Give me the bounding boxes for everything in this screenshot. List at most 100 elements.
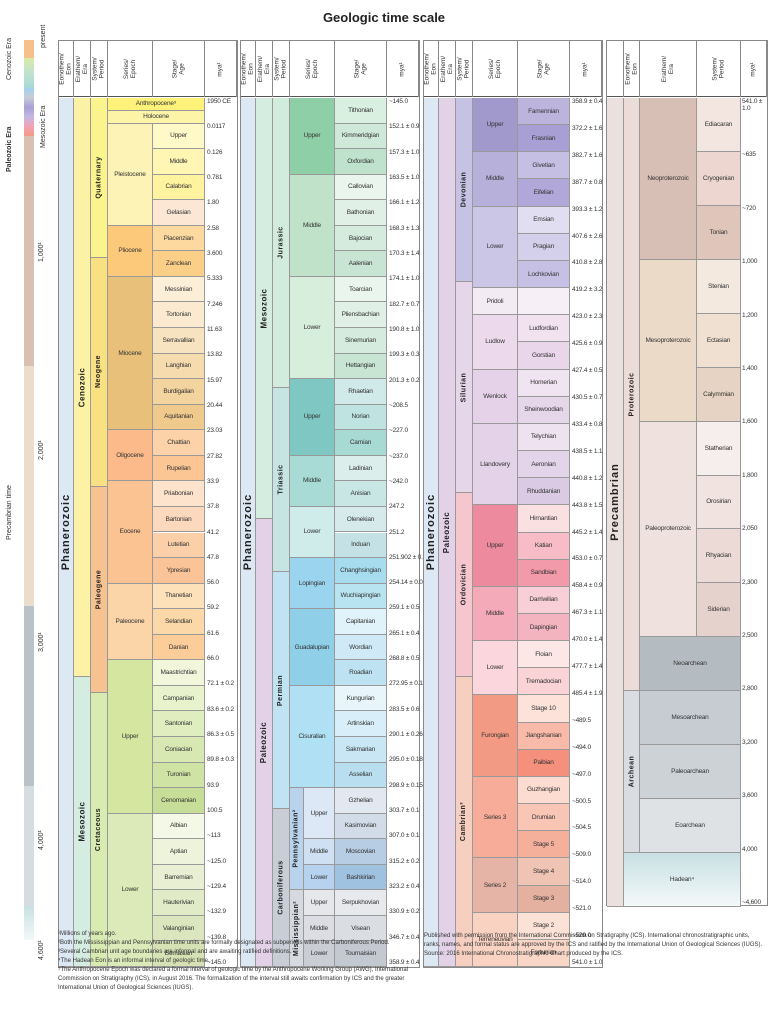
period-cell-label: Orosirian — [706, 498, 731, 506]
epoch-cell: Lopingian — [290, 558, 335, 610]
stage-cell-label: Roadian — [349, 669, 372, 677]
stage-cell-label: Moscovian — [345, 847, 376, 855]
column-header: System/ Period — [456, 41, 473, 97]
period-cell-devonian-label: Devonian — [460, 171, 468, 208]
stage-cell-label: Capitanian — [345, 617, 376, 625]
mya-value: 425.6 ± 0.9 — [572, 340, 603, 348]
mya-value: 13.82 — [207, 351, 223, 359]
stage-cell-label: Messinian — [164, 285, 193, 293]
stage-cell: Kasimovian — [335, 813, 387, 840]
epoch-cell: Lower — [108, 813, 153, 967]
stage-cell-label: Kungurian — [346, 694, 375, 702]
stage-cell: Langhian — [153, 353, 205, 380]
era-cell-mesozoic-label: Mesozoic — [77, 801, 87, 842]
mya-value: 427.4 ± 0.5 — [572, 367, 603, 375]
mya-value: 330.9 ± 0.2 — [389, 908, 420, 916]
column-header: Stage/ Age — [335, 41, 387, 97]
stage-cell: Stage 5 — [518, 831, 570, 859]
era-cell: Eoarchean — [640, 799, 741, 854]
column-header-label: Series/ Epoch — [487, 58, 502, 80]
stage-cell: Kungurian — [335, 685, 387, 712]
mya-value: 419.2 ± 3.2 — [572, 286, 603, 294]
mya-value: ~497.0 — [572, 770, 591, 778]
mya-value: 303.7 ± 0.1 — [389, 807, 420, 815]
epoch-cell-label: Pridoli — [486, 297, 504, 305]
mya-value: 443.8 ± 1.5 — [572, 501, 603, 509]
stage-cell-label: Sinemurian — [345, 336, 376, 344]
epoch-cell-label: Llandovery — [480, 460, 510, 468]
period-cell-devonian: Devonian — [456, 98, 473, 283]
mya-value: 174.1 ± 1.0 — [389, 275, 420, 283]
timeline-label-cenozoic: Cenozoic Era — [6, 37, 13, 80]
epoch-cell: Wenlock — [473, 369, 518, 424]
stage-cell: Cenomanian — [153, 788, 205, 814]
stage-cell: Bashkirian — [335, 864, 387, 891]
subepoch-cell-label: Upper — [310, 899, 328, 907]
era-cell-mesozoic: Mesozoic — [74, 677, 91, 967]
mya-value: ~504.5 — [572, 824, 591, 832]
stage-cell: Berriasian — [153, 941, 205, 967]
mya-value: 170.3 ± 1.4 — [389, 249, 420, 257]
era-cell-mesozoic-label: Mesozoic — [259, 288, 269, 329]
subepoch-cell: Upper — [304, 890, 335, 916]
stage-cell-label: Serpukhovian — [341, 899, 380, 907]
mya-value: 7.246 — [207, 300, 223, 308]
stage-cell: Maastrichtian — [153, 660, 205, 686]
period-cell-label: Tonian — [709, 228, 728, 236]
stage-cell: Rupelian — [153, 455, 205, 482]
stage-cell: Sinemurian — [335, 328, 387, 354]
stage-cell: Ladinian — [335, 455, 387, 482]
stage-cell: Telychian — [518, 423, 570, 452]
stage-cell-label: Sakmarian — [345, 745, 376, 753]
column-header-label: System/ Period — [711, 57, 726, 81]
mya-value: 83.6 ± 0.2 — [207, 705, 234, 713]
eon-cell: Phanerozoic — [241, 98, 256, 967]
footnote-1: ¹Millions of years ago. — [58, 931, 117, 937]
subepoch-cell: Middle — [304, 839, 335, 865]
mya-value: 283.5 ± 0.6 — [389, 705, 420, 713]
stage-cell-label: Aalenian — [348, 260, 373, 268]
stage-cell-label: Hettangian — [345, 362, 376, 370]
stage-cell: Darriwilian — [518, 586, 570, 614]
stage-cell-label: Aptian — [169, 847, 188, 855]
stage-cell: Bartonian — [153, 506, 205, 533]
mya-value: ~242.0 — [389, 477, 408, 485]
stage-cell-label: Stage 3 — [532, 895, 554, 903]
mya-value: 4,000 — [742, 845, 758, 853]
mya-value: 358.9 ± 0.4 — [389, 959, 420, 966]
epoch-cell: Oligocene — [108, 430, 153, 482]
mya-value: 307.0 ± 0.1 — [389, 832, 420, 840]
mya-value: 423.0 ± 2.3 — [572, 313, 603, 321]
mya-value: 157.3 ± 1.0 — [389, 148, 420, 156]
subepoch-cell: Upper — [304, 788, 335, 840]
era-cell-label: Neoproterozoic — [647, 174, 689, 182]
stage-cell: Changhsingian — [335, 558, 387, 584]
epoch-cell: Upper — [290, 379, 335, 456]
period-cell-jurassic: Jurassic — [273, 98, 290, 388]
period-cell-label: Calymmian — [703, 390, 734, 398]
stage-cell: Aptian — [153, 839, 205, 865]
mya-value: 0.781 — [207, 173, 223, 181]
stage-cell: Rhuddanian — [518, 478, 570, 506]
stage-cell-label: Pliensbachian — [341, 311, 380, 319]
stage-cell-label: Coniacian — [164, 745, 193, 753]
mya-value: ~500.5 — [572, 797, 591, 805]
era-cell-mesozoic: Mesozoic — [256, 98, 273, 520]
era-cell-paleozoic: Paleozoic — [439, 98, 456, 967]
mya-value: 1,800 — [742, 471, 758, 479]
period-cell-ordovician-label: Ordovician — [460, 563, 468, 606]
epoch-cell-label: Cisuralian — [298, 732, 326, 740]
column-header: Eonothem/ Eon — [241, 41, 256, 97]
epoch-cell-label: Middle — [486, 609, 504, 617]
mya-value: 166.1 ± 1.2 — [389, 199, 420, 207]
period-cell-silurian: Silurian — [456, 282, 473, 493]
mya-value: 290.1 ± 0.26 — [389, 731, 423, 739]
era-cell-cenozoic: Cenozoic — [74, 98, 91, 678]
epoch-cell-label: Guadalupian — [294, 643, 330, 651]
stage-cell: Ludfordian — [518, 315, 570, 343]
column-header-row: Eonothem/ Eon Erathem/ Era System/ Period S… — [424, 41, 602, 97]
eon-cell-archean-label: Archean — [628, 755, 636, 788]
mya-value: 2.58 — [207, 224, 219, 232]
stage-cell: Hauterivian — [153, 890, 205, 916]
stage-cell-label: Ladinian — [349, 464, 372, 472]
